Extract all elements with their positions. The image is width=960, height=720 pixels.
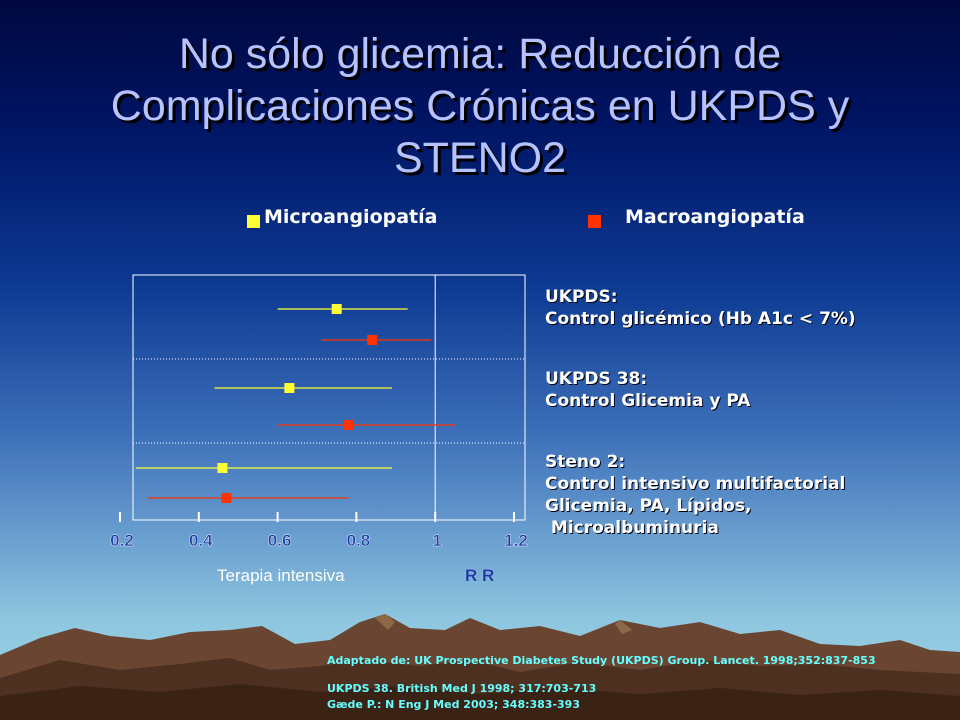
point-estimate <box>367 335 378 345</box>
point-estimate <box>221 493 232 503</box>
legend-swatch-micro <box>247 215 260 228</box>
mountain-highlight <box>375 614 395 630</box>
group-line: Control glicémico (Hb A1c < 7%) <box>545 309 856 329</box>
reference-3: Gæde P.: N Eng J Med 2003; 348:383-393 <box>327 698 580 711</box>
slide-title: No sólo glicemia: Reducción de Complicac… <box>110 30 850 182</box>
mountain-highlight <box>615 620 632 634</box>
point-estimate <box>217 463 228 473</box>
x-tick-label: 0.8 <box>347 531 371 550</box>
group-line: Control intensivo multifactorial <box>545 474 846 494</box>
rr-label: R R <box>465 566 495 585</box>
group-heading: Steno 2: <box>545 452 626 472</box>
x-tick-label: 0.2 <box>110 531 134 550</box>
x-axis-label: Terapia intensiva <box>217 566 345 585</box>
x-tick-label: 1 <box>432 531 441 550</box>
group-heading: UKPDS 38: <box>545 369 648 389</box>
x-tick-label: 1.2 <box>504 531 528 550</box>
group-ukpds-text: UKPDS: Control glicémico (Hb A1c < 7%) <box>545 286 856 330</box>
legend-micro: Microangiopatía <box>264 206 438 228</box>
point-estimate <box>331 304 342 314</box>
x-tick-label: 0.6 <box>268 531 292 550</box>
mountain-front <box>0 684 960 720</box>
x-tick-label: 0.4 <box>189 531 213 550</box>
reference-2: UKPDS 38. British Med J 1998; 317:703-71… <box>327 682 597 695</box>
group-line: Glicemia, PA, Lípidos, <box>545 496 752 516</box>
group-line: Control Glicemia y PA <box>545 391 751 411</box>
point-estimate <box>343 420 354 430</box>
group-heading: UKPDS: <box>545 287 618 307</box>
point-estimate <box>284 383 295 393</box>
legend-swatch-macro <box>588 215 601 228</box>
group-steno2-text: Steno 2: Control intensivo multifactoria… <box>545 451 845 539</box>
reference-1: Adaptado de: UK Prospective Diabetes Stu… <box>327 654 876 667</box>
group-ukpds38-text: UKPDS 38: Control Glicemia y PA <box>545 368 750 412</box>
forest-plot: 0.2 0.4 0.6 0.8 1 1.2 <box>110 274 528 550</box>
plot-frame <box>132 274 526 521</box>
mountain-landscape <box>0 614 960 720</box>
legend-macro: Macroangiopatía <box>625 206 805 228</box>
group-line: Microalbuminuria <box>545 518 719 538</box>
